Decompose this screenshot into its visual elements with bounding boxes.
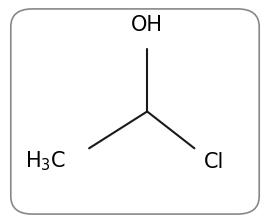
Text: Cl: Cl xyxy=(204,152,224,172)
Text: H$_3$C: H$_3$C xyxy=(25,150,66,173)
FancyBboxPatch shape xyxy=(11,9,259,214)
Text: OH: OH xyxy=(131,14,163,35)
